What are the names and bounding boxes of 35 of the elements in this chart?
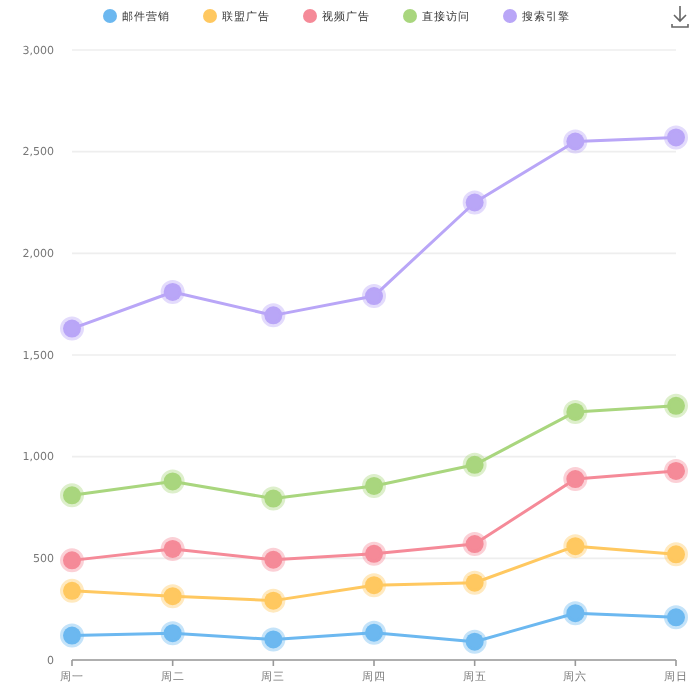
point <box>664 458 688 483</box>
point <box>462 190 487 215</box>
point <box>362 573 386 598</box>
point <box>362 541 386 566</box>
point <box>462 570 487 595</box>
point <box>664 605 688 630</box>
point <box>462 452 487 477</box>
point <box>563 129 588 154</box>
point <box>261 588 286 613</box>
point <box>261 486 286 511</box>
point <box>60 578 84 603</box>
point <box>160 584 185 609</box>
point <box>362 473 386 498</box>
point <box>563 534 588 559</box>
point <box>664 125 688 150</box>
point <box>664 542 688 567</box>
point <box>160 469 185 494</box>
point <box>160 279 185 304</box>
point <box>261 547 286 572</box>
point <box>160 621 185 646</box>
point <box>462 629 487 654</box>
point <box>563 601 588 626</box>
point <box>60 316 84 341</box>
point <box>362 620 386 645</box>
point <box>60 483 84 508</box>
point <box>60 623 84 648</box>
point <box>664 393 688 418</box>
point <box>261 627 286 652</box>
point <box>160 536 185 561</box>
point <box>362 284 386 309</box>
point <box>563 467 588 492</box>
point <box>563 399 588 424</box>
point <box>60 548 84 573</box>
point <box>462 532 487 557</box>
point <box>261 303 286 328</box>
